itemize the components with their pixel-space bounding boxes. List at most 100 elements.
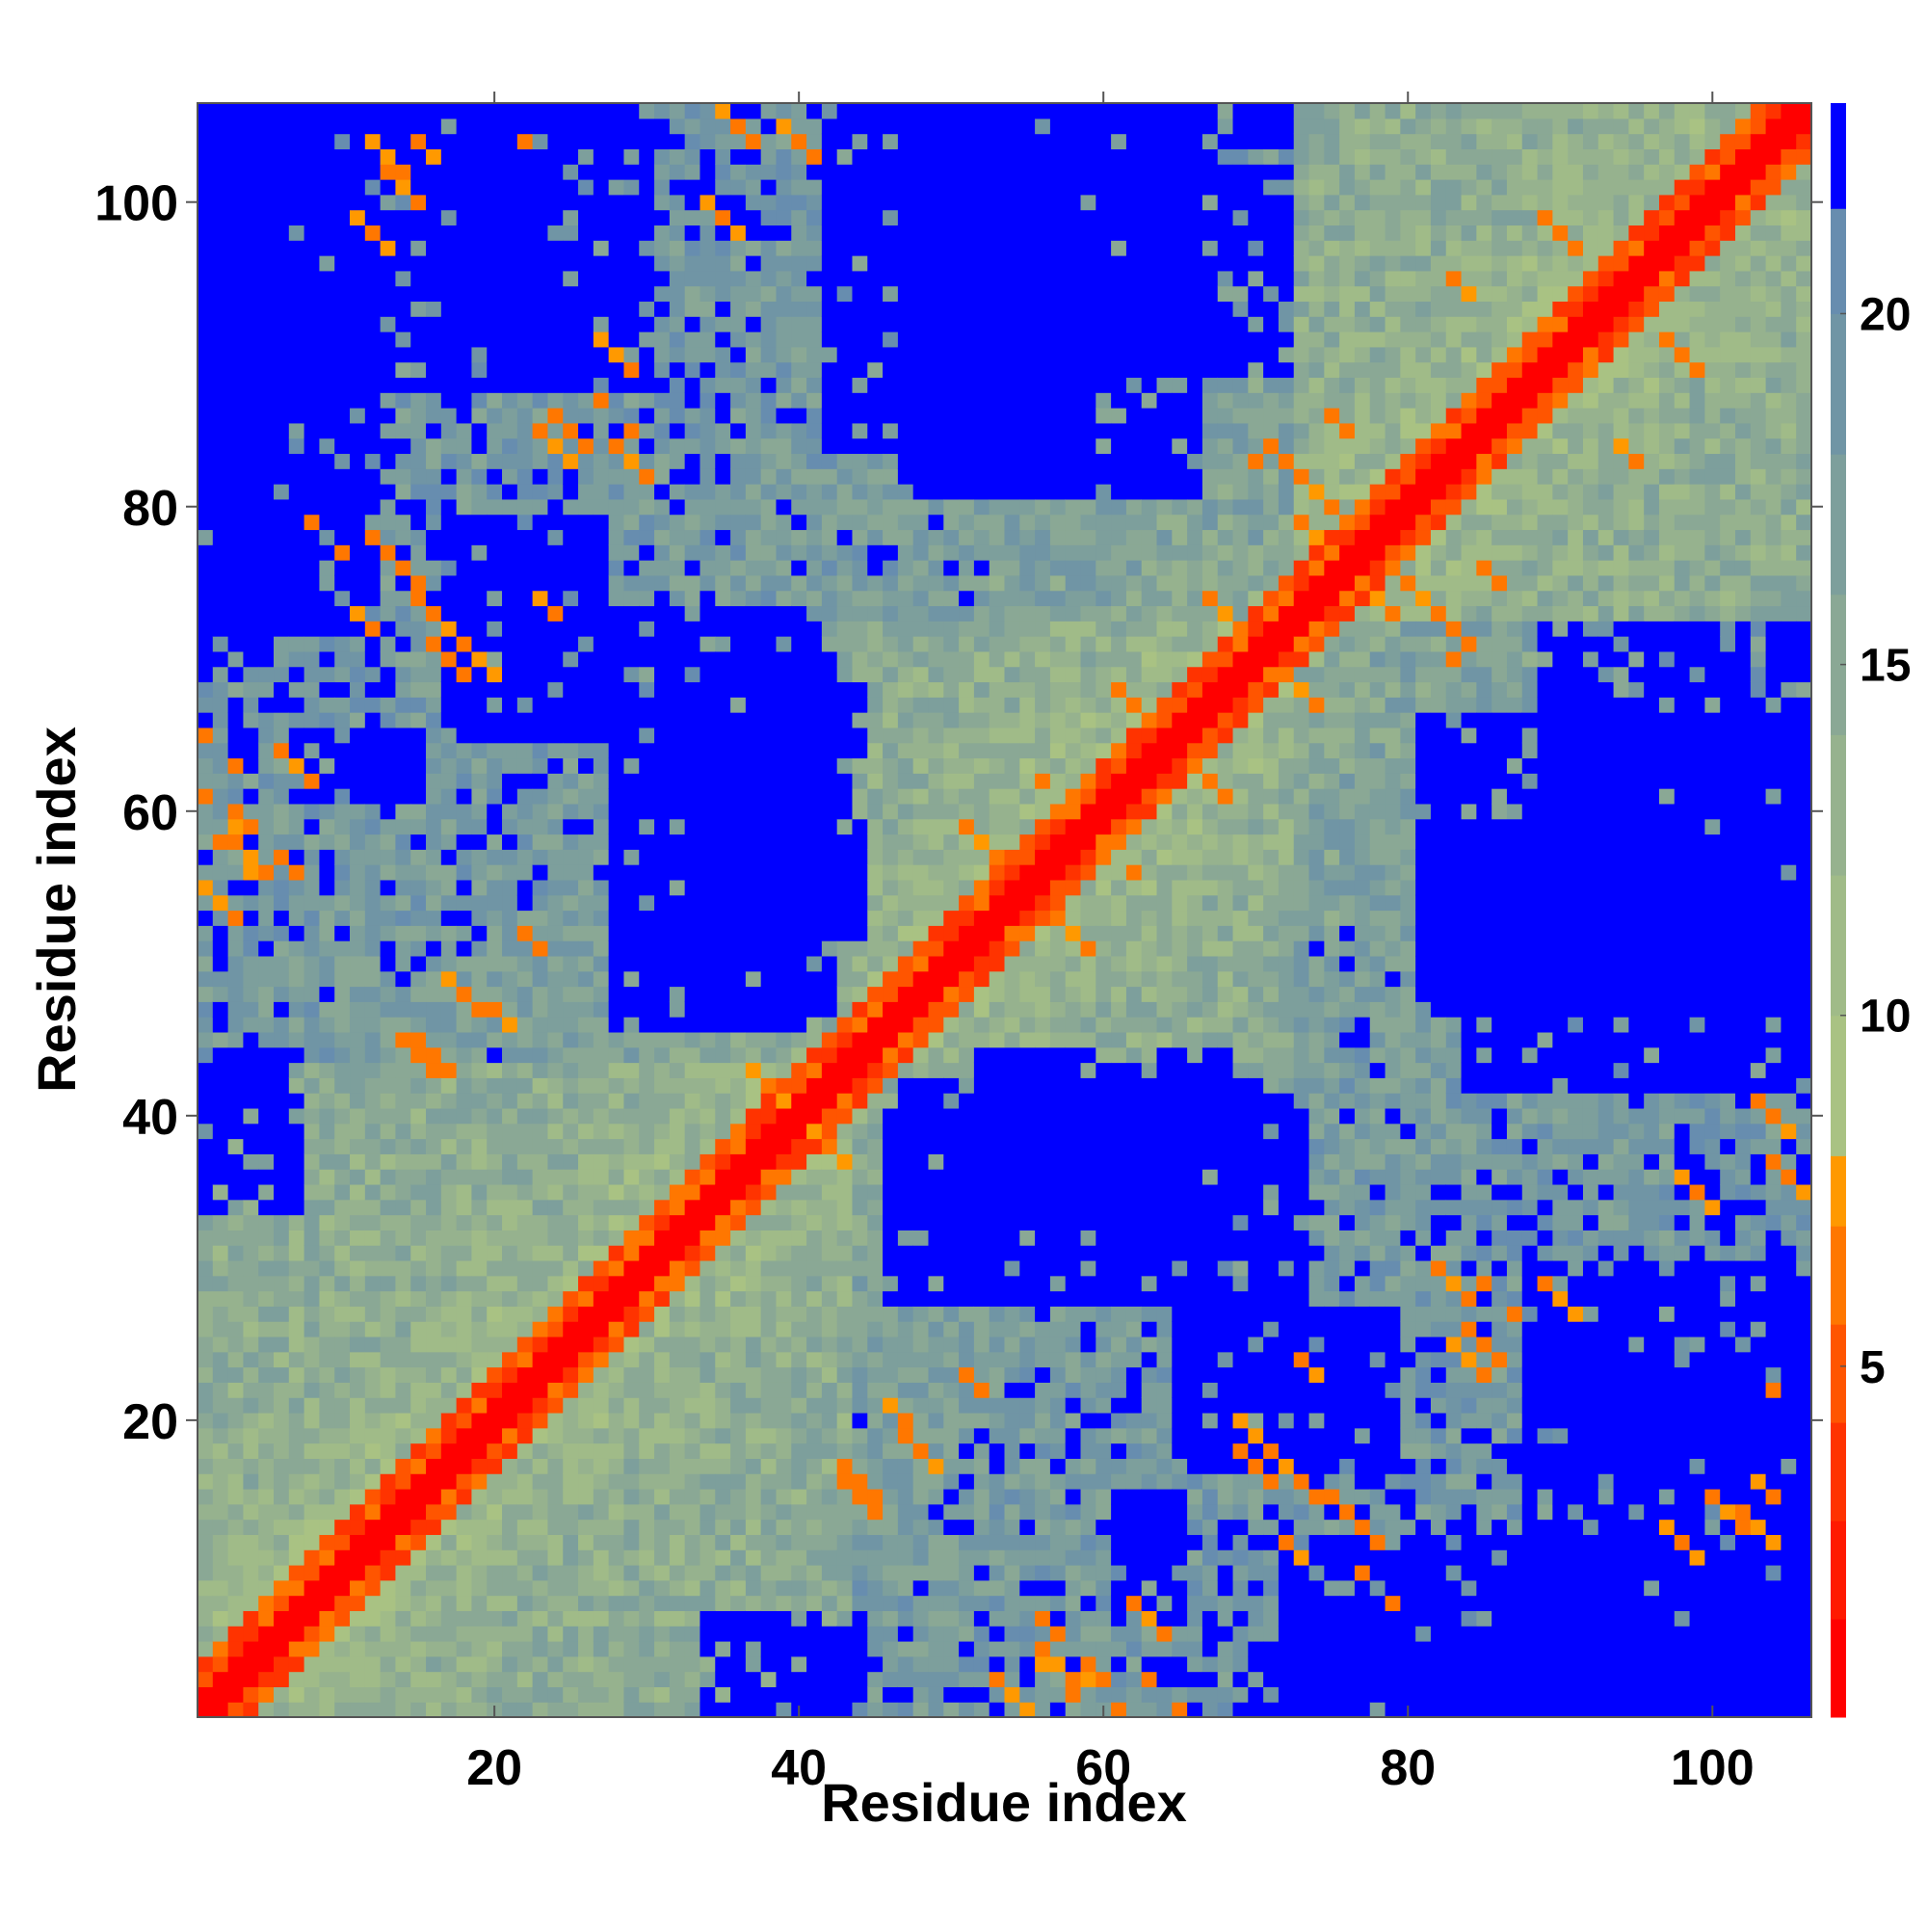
heatmap-cell [776, 484, 792, 500]
heatmap-cell [669, 864, 686, 881]
heatmap-cell [304, 1702, 321, 1718]
heatmap-cell [791, 498, 807, 516]
heatmap-cell [426, 605, 442, 622]
heatmap-cell [288, 1183, 305, 1201]
heatmap-cell [410, 1595, 427, 1611]
heatmap-cell [440, 788, 458, 805]
heatmap-cell [198, 574, 214, 592]
heatmap-cell [243, 1336, 259, 1353]
heatmap-cell [654, 1655, 671, 1673]
heatmap-cell [806, 164, 823, 180]
heatmap-cell [776, 408, 792, 424]
heatmap-cell [852, 1427, 868, 1444]
heatmap-cell [395, 757, 411, 774]
heatmap-cell [471, 270, 488, 287]
heatmap-cell [745, 1458, 762, 1474]
heatmap-cell [821, 834, 838, 850]
heatmap-cell [350, 133, 366, 149]
heatmap-cell [776, 1306, 792, 1322]
heatmap-cell [623, 879, 640, 896]
heatmap-cell [227, 1488, 244, 1505]
heatmap-cell [836, 1595, 854, 1611]
heatmap-cell [608, 681, 625, 698]
heatmap-cell [212, 468, 229, 485]
heatmap-cell [212, 574, 229, 592]
heatmap-cell [639, 834, 655, 850]
heatmap-cell [440, 1564, 458, 1581]
heatmap-cell [821, 1169, 838, 1185]
heatmap-cell [730, 301, 747, 317]
heatmap-cell [730, 940, 747, 957]
heatmap-cell [730, 910, 747, 926]
heatmap-cell [288, 1093, 305, 1109]
heatmap-cell [502, 529, 518, 545]
heatmap-cell [654, 1579, 671, 1597]
heatmap-cell [380, 240, 397, 256]
heatmap-cell [243, 148, 259, 165]
heatmap-cell [700, 468, 716, 485]
heatmap-cell [516, 621, 534, 637]
heatmap-cell [684, 1397, 701, 1414]
heatmap-cell [563, 103, 579, 119]
heatmap-cell [227, 498, 244, 516]
heatmap-cell [897, 940, 914, 957]
heatmap-cell [410, 255, 427, 272]
heatmap-cell [806, 1397, 823, 1414]
heatmap-cell [791, 879, 807, 896]
heatmap-cell [319, 757, 335, 774]
heatmap-cell [227, 1397, 244, 1414]
heatmap-cell [274, 818, 290, 835]
heatmap-cell [288, 1214, 305, 1231]
heatmap-cell [334, 392, 351, 409]
heatmap-cell [227, 1199, 244, 1216]
heatmap-cell [791, 225, 807, 241]
heatmap-cell [806, 377, 823, 393]
heatmap-cell [288, 1702, 305, 1718]
heatmap-cell [288, 1412, 305, 1429]
heatmap-cell [654, 894, 671, 912]
heatmap-cell [274, 574, 290, 592]
heatmap-cell [319, 361, 335, 379]
heatmap-cell [593, 1336, 610, 1353]
heatmap-cell [867, 1473, 884, 1490]
heatmap-cell [395, 133, 411, 149]
heatmap-cell [198, 377, 214, 393]
heatmap-cell [700, 1549, 716, 1566]
heatmap-cell [440, 650, 458, 668]
heatmap-cell [502, 1107, 518, 1125]
heatmap-cell [715, 1626, 731, 1642]
heatmap-cell [836, 879, 854, 896]
heatmap-cell [227, 422, 244, 439]
heatmap-cell [593, 621, 610, 637]
heatmap-cell [836, 590, 854, 607]
heatmap-cell [547, 1183, 564, 1201]
heatmap-cell [487, 392, 503, 409]
heatmap-cell [745, 1321, 762, 1337]
heatmap-cell [502, 757, 518, 774]
heatmap-cell [760, 1610, 778, 1627]
heatmap-cell [471, 468, 488, 485]
heatmap-cell [319, 1442, 335, 1459]
heatmap-cell [563, 1640, 579, 1657]
heatmap-cell [791, 970, 807, 988]
heatmap-cell [395, 1488, 411, 1505]
heatmap-cell [593, 270, 610, 287]
heatmap-cell [700, 270, 716, 287]
heatmap-cell [700, 1138, 716, 1154]
heatmap-cell [227, 1138, 244, 1154]
heatmap-cell [852, 103, 868, 119]
heatmap-cell [745, 636, 762, 652]
heatmap-cell [243, 834, 259, 850]
heatmap-cell [502, 1306, 518, 1322]
heatmap-cell [350, 1655, 366, 1673]
heatmap-cell [227, 1153, 244, 1170]
heatmap-cell [288, 621, 305, 637]
heatmap-cell [364, 437, 382, 455]
heatmap-cell [593, 453, 610, 469]
heatmap-cell [212, 1107, 229, 1125]
heatmap-cell [897, 118, 914, 135]
heatmap-cell [608, 1473, 625, 1490]
heatmap-cell [288, 148, 305, 165]
heatmap-cell [440, 1259, 458, 1277]
heatmap-cell [502, 103, 518, 119]
